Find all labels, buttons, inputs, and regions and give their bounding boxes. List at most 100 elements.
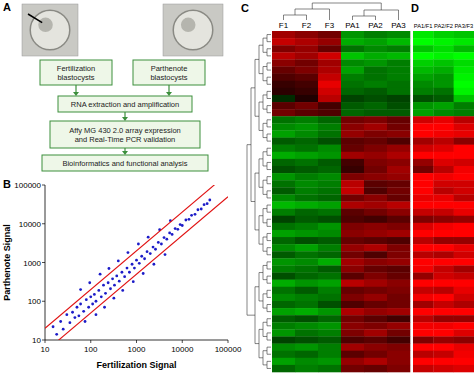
heat-cell <box>364 152 387 159</box>
heat-cell <box>433 109 454 116</box>
heat-cell <box>318 287 341 294</box>
dendrogram-branch <box>255 286 259 287</box>
heat-cell <box>295 138 318 145</box>
heat-cell <box>295 123 318 130</box>
dendrogram-branch <box>267 290 271 291</box>
heat-cell <box>433 130 454 137</box>
point <box>126 267 129 270</box>
heat-cell <box>413 365 434 372</box>
heat-cell <box>387 159 410 166</box>
heat-cell <box>454 244 474 251</box>
dendrogram-branch <box>267 233 271 234</box>
heat-cell <box>413 294 434 301</box>
dendrogram-branch <box>259 357 263 358</box>
heat-cell <box>341 52 364 59</box>
heat-cell <box>387 187 410 194</box>
heat-cell <box>387 294 410 301</box>
dendrogram-branch <box>267 197 271 198</box>
dendrogram-branch <box>263 251 267 252</box>
heat-cell <box>433 336 454 343</box>
heat-cell <box>318 116 341 123</box>
heat-cell <box>295 74 318 81</box>
dendrogram-branch <box>263 180 267 181</box>
heat-cell <box>295 152 318 159</box>
point <box>52 325 55 328</box>
heat-cell <box>413 237 434 244</box>
dendrogram-branch <box>267 119 271 120</box>
heat-cell <box>272 273 295 280</box>
heat-cell <box>272 123 295 130</box>
heat-cell <box>433 322 454 329</box>
dendrogram-branch <box>263 94 267 95</box>
heat-cell <box>318 365 341 372</box>
heat-cell <box>387 31 410 38</box>
flow-text: Bioinformatics and functional analysis <box>62 159 187 168</box>
dendrogram-branch <box>263 109 267 110</box>
heat-cell <box>454 223 474 230</box>
heat-cell <box>318 67 341 74</box>
dendrogram-branch <box>267 91 271 92</box>
heat-cell <box>387 202 410 209</box>
heat-cell <box>341 45 364 52</box>
heat-cell <box>454 209 474 216</box>
heat-cell <box>454 52 474 59</box>
point <box>62 328 65 331</box>
heat-cell <box>433 315 454 322</box>
panel-label: D <box>411 2 419 14</box>
heat-cell <box>433 351 454 358</box>
point <box>206 202 209 205</box>
heat-cell <box>454 194 474 201</box>
heat-cell <box>295 116 318 123</box>
dendrogram-branch <box>263 336 267 337</box>
heat-cell <box>454 74 474 81</box>
heat-cell <box>295 251 318 258</box>
heat-cell <box>387 358 410 365</box>
pointer-arrow <box>28 14 42 23</box>
heat-cell <box>272 322 295 329</box>
heat-cell <box>433 180 454 187</box>
heat-cell <box>433 265 454 272</box>
heat-cell <box>433 287 454 294</box>
point <box>163 236 166 239</box>
heat-cell <box>364 138 387 145</box>
dendrogram-branch <box>306 15 307 20</box>
heat-cell <box>454 187 474 194</box>
heat-cell <box>413 38 434 45</box>
heat-cell <box>364 180 387 187</box>
heat-cell <box>295 336 318 343</box>
heat-cell <box>295 308 318 315</box>
point <box>113 284 116 287</box>
heat-cell <box>387 351 410 358</box>
dendrogram-branch <box>267 254 271 255</box>
point <box>68 321 71 324</box>
heat-cell <box>433 258 454 265</box>
dendrogram-branch <box>259 45 263 46</box>
heat-cell <box>433 166 454 173</box>
dendrogram-branch <box>267 347 271 348</box>
heat-cell <box>454 145 474 152</box>
heat-cell <box>454 45 474 52</box>
column-label: F2 <box>302 21 312 30</box>
point <box>95 300 98 303</box>
heat-cell <box>318 138 341 145</box>
heat-cell <box>272 81 295 88</box>
dendrogram-branch <box>259 102 263 103</box>
heat-cell <box>272 351 295 358</box>
heat-cell <box>413 74 434 81</box>
heat-cell <box>387 116 410 123</box>
heat-cell <box>433 237 454 244</box>
column-label: F1 <box>279 21 289 30</box>
heat-cell <box>341 237 364 244</box>
heat-cell <box>454 336 474 343</box>
heat-cell <box>454 81 474 88</box>
heat-cell <box>318 45 341 52</box>
heat-cell <box>413 67 434 74</box>
point <box>103 306 106 309</box>
heat-cell <box>454 237 474 244</box>
heat-cell <box>454 109 474 116</box>
heat-cell <box>454 351 474 358</box>
dendrogram-branch <box>267 226 271 227</box>
heat-cell <box>433 209 454 216</box>
heat-cell <box>364 230 387 237</box>
heat-cell <box>454 329 474 336</box>
